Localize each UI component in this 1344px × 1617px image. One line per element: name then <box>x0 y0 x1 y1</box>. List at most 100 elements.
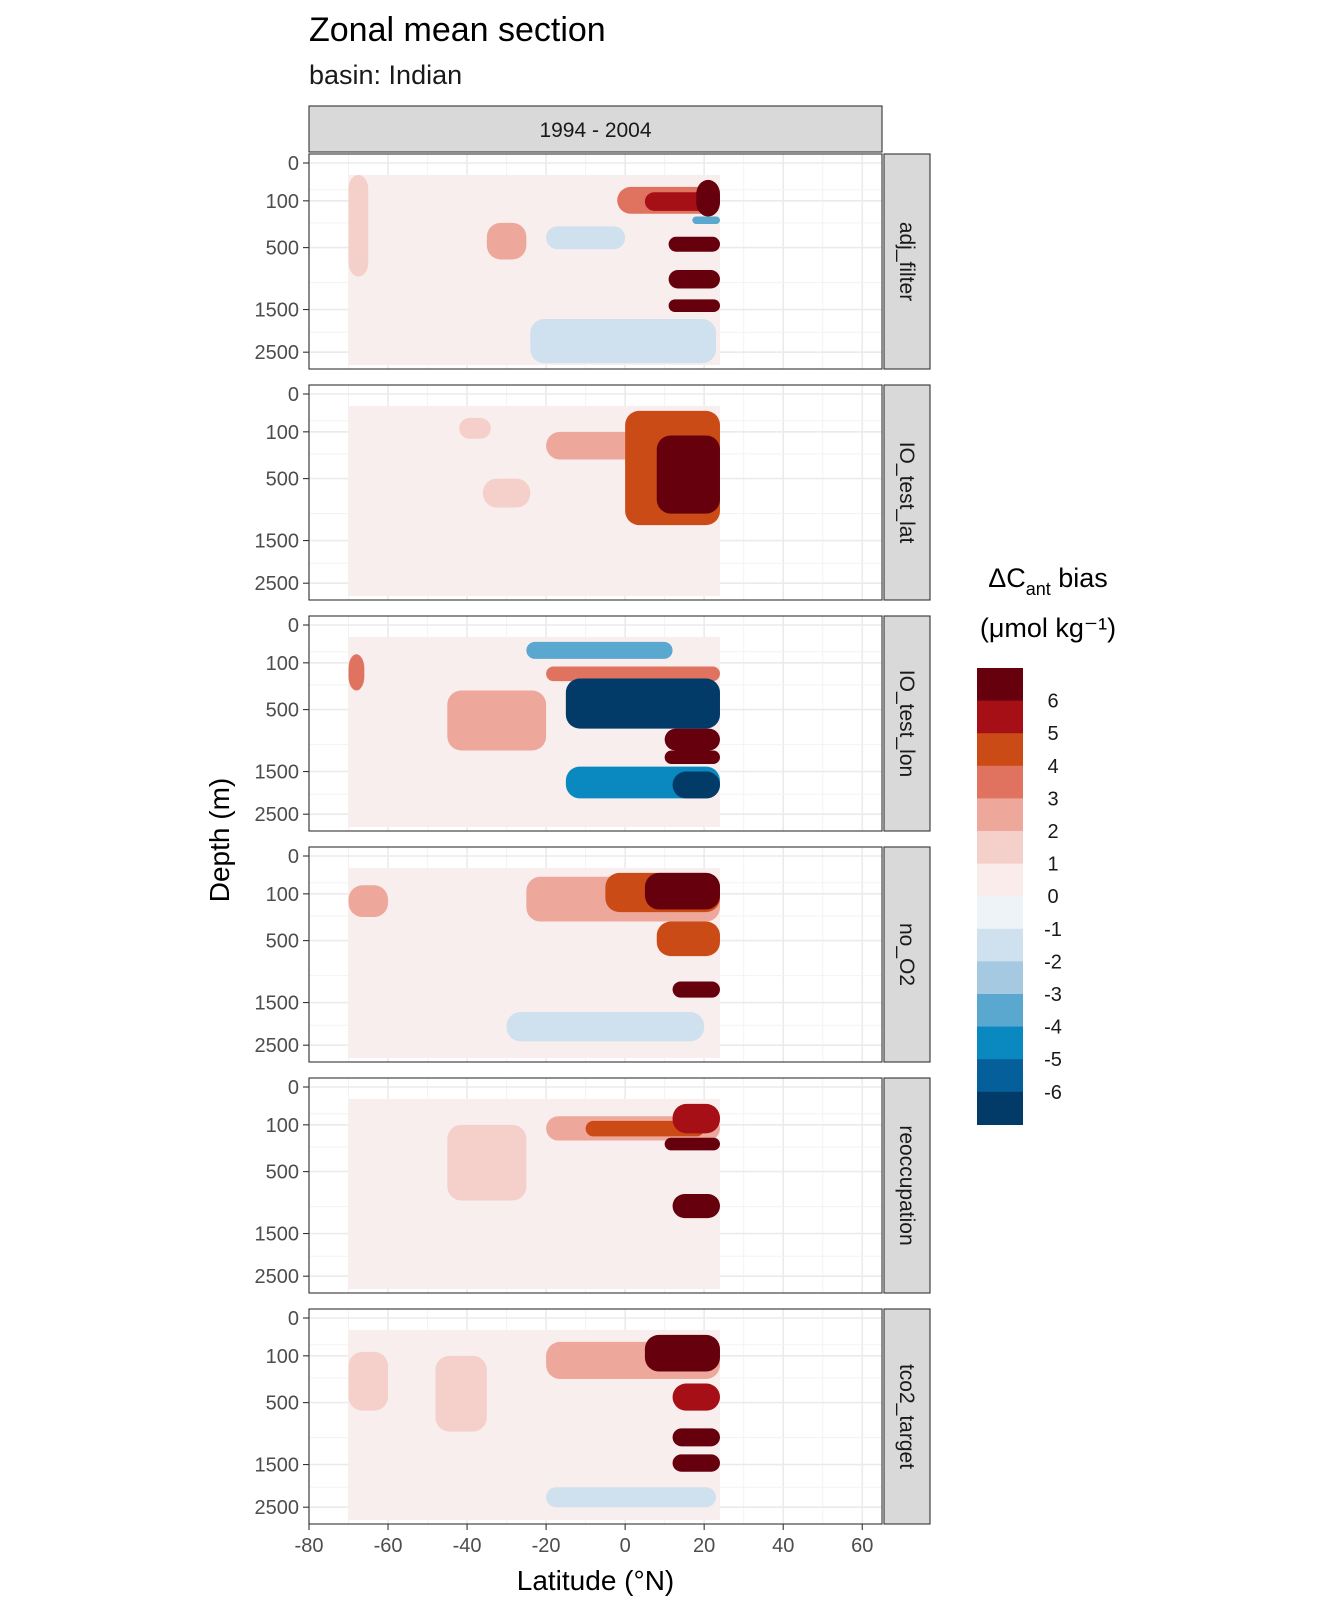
strip-right-background <box>883 384 931 601</box>
x-tick-label: -20 <box>532 1535 561 1557</box>
y-tick-label: 0 <box>288 846 299 868</box>
legend-label: 6 <box>1047 691 1058 713</box>
legend-label: -5 <box>1044 1049 1062 1071</box>
strip-right-background <box>883 153 931 370</box>
y-tick-label: 1500 <box>255 300 300 322</box>
legend-keys: 6 5 4 3 2 1 0 -1 -2 -3 -4 -5 -6 <box>977 668 1062 1125</box>
y-tick-label: 500 <box>266 931 299 953</box>
legend-label: 5 <box>1047 723 1058 745</box>
y-tick-label: 100 <box>266 884 299 906</box>
y-tick-label: 1500 <box>255 531 300 553</box>
legend-key <box>977 831 1023 865</box>
strip-top-group: 1994 - 2004 <box>308 105 883 153</box>
contour-feature <box>506 1012 705 1042</box>
y-tick-label: 100 <box>266 191 299 213</box>
y-tick-label: 1500 <box>255 762 300 784</box>
legend-key <box>977 1059 1023 1093</box>
y-tick-label: 0 <box>288 153 299 175</box>
chart-subtitle: basin: Indian <box>309 60 462 90</box>
contour-feature <box>664 728 720 751</box>
strip-right-background <box>883 1077 931 1294</box>
contour-feature <box>668 236 720 252</box>
legend: ΔCant bias (μmol kg⁻¹) 6 5 4 3 2 1 0 -1 -2 -3 -4 -5… <box>977 563 1116 1125</box>
contour-feature <box>546 666 720 682</box>
y-tick-label: 0 <box>288 1077 299 1099</box>
x-tick-label: -60 <box>374 1535 403 1557</box>
x-tick-label: -80 <box>295 1535 324 1557</box>
x-axis: -80 -60 -40 -20 0 20 40 60 <box>295 1524 873 1557</box>
y-tick-label: 2500 <box>255 1266 300 1288</box>
panel-border <box>308 846 883 1063</box>
legend-key <box>977 765 1023 799</box>
legend-label: 2 <box>1047 821 1058 843</box>
contour-feature <box>668 270 720 289</box>
y-tick-label: 500 <box>266 700 299 722</box>
contour-feature <box>672 1103 720 1134</box>
contour-feature <box>530 319 717 364</box>
contour-feature <box>656 435 720 514</box>
y-tick-label: 100 <box>266 1115 299 1137</box>
contour-feature <box>526 641 673 659</box>
y-tick-label: 2500 <box>255 573 300 595</box>
strip-right-background <box>883 1308 931 1525</box>
legend-label: -2 <box>1044 951 1062 973</box>
heatmap-features <box>348 641 720 799</box>
contour-feature <box>668 299 720 312</box>
contour-feature <box>692 216 720 225</box>
x-tick-label: 40 <box>772 1535 794 1557</box>
strip-top-background <box>308 105 883 153</box>
contour-feature <box>672 1383 720 1411</box>
legend-label: -1 <box>1044 919 1062 941</box>
y-tick-label: 500 <box>266 238 299 260</box>
y-tick-label: 0 <box>288 1308 299 1330</box>
contour-feature <box>486 222 527 260</box>
y-tick-label: 100 <box>266 422 299 444</box>
y-tick-label: 500 <box>266 469 299 491</box>
legend-key <box>977 1026 1023 1060</box>
x-tick-label: 0 <box>620 1535 631 1557</box>
y-tick-label: 500 <box>266 1162 299 1184</box>
panel-border <box>308 615 883 832</box>
panel-tco2_target: tco2_target 0 100 500 1500 2500 <box>255 1308 931 1525</box>
contour-feature <box>459 417 491 439</box>
contour-feature <box>435 1355 487 1432</box>
y-tick-label: 1500 <box>255 1224 300 1246</box>
contour-feature <box>348 885 389 918</box>
y-tick-label: 500 <box>266 1393 299 1415</box>
contour-feature <box>656 921 720 957</box>
chart-title: Zonal mean section <box>309 11 606 49</box>
legend-key <box>977 961 1023 995</box>
contour-feature <box>447 690 547 751</box>
panel-IO_test_lat: IO_test_lat 0 100 500 1500 2500 <box>255 384 931 601</box>
contour-feature <box>348 1351 389 1411</box>
contour-feature <box>565 678 720 729</box>
legend-key <box>977 733 1023 767</box>
x-tick-label: 60 <box>851 1535 873 1557</box>
legend-key <box>977 928 1023 962</box>
legend-key <box>977 896 1023 930</box>
contour-feature <box>644 872 720 910</box>
heatmap-features <box>348 872 720 1042</box>
panels-group: adj_filter 0 100 500 1500 2500 IO_test_lat 0 100… <box>255 153 931 1525</box>
y-tick-label: 2500 <box>255 804 300 826</box>
contour-feature <box>348 654 365 691</box>
panel-IO_test_lon: IO_test_lon 0 100 500 1500 2500 <box>255 615 931 832</box>
legend-key <box>977 1091 1023 1125</box>
contour-feature <box>672 981 720 998</box>
x-axis-title: Latitude (°N) <box>517 1565 675 1596</box>
legend-key <box>977 668 1023 702</box>
legend-key <box>977 798 1023 832</box>
contour-feature <box>672 1428 720 1447</box>
legend-key <box>977 700 1023 734</box>
contour-feature <box>664 750 720 765</box>
panel-no_O2: no_O2 0 100 500 1500 2500 <box>255 846 931 1063</box>
legend-label: 3 <box>1047 788 1058 810</box>
legend-title-rest: bias <box>1051 563 1108 593</box>
legend-title-sub: ant <box>1026 579 1051 599</box>
legend-key <box>977 863 1023 897</box>
y-tick-label: 1500 <box>255 993 300 1015</box>
strip-label-IO_test_lat: IO_test_lat <box>895 442 918 544</box>
contour-feature <box>696 179 720 217</box>
contour-feature <box>348 174 369 277</box>
